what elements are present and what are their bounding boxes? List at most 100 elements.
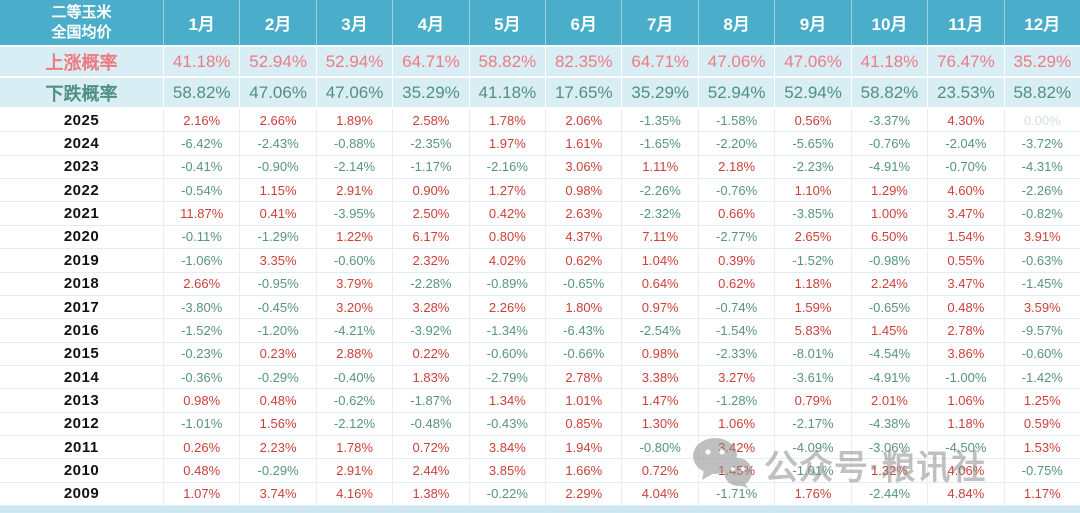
monthly-change-value: -3.61% (774, 365, 850, 389)
monthly-change-value: 2.29% (545, 482, 621, 506)
monthly-change-value: 4.37% (545, 225, 621, 249)
monthly-change-value: 0.41% (239, 202, 315, 225)
table-row-2012: 2012 -1.01% 1.56% -2.12% -0.48% -0.43% 0.85% 1.… (0, 412, 1080, 437)
monthly-change-value: 0.62% (545, 249, 621, 272)
monthly-change-value: -0.75% (1003, 459, 1080, 482)
fall-probability-row: 下跌概率 58.82% 47.06% 47.06% 35.29% 41.18% 17.65%… (0, 78, 1080, 109)
monthly-change-value: -2.20% (697, 132, 774, 155)
monthly-change-value: -2.44% (850, 482, 927, 506)
monthly-change-value: 1.47% (621, 389, 697, 412)
monthly-change-value: -0.54% (163, 179, 239, 202)
monthly-change-value: -1.58% (697, 109, 774, 132)
monthly-change-value: 0.79% (774, 389, 850, 412)
monthly-change-value: 2.65% (774, 225, 850, 249)
monthly-change-value: -3.80% (163, 295, 239, 319)
monthly-change-value: 0.26% (163, 436, 239, 459)
monthly-change-value: 1.32% (850, 459, 927, 482)
monthly-change-value: -2.16% (468, 155, 545, 179)
monthly-change-value: -1.45% (1003, 272, 1080, 295)
year-label: 2012 (63, 415, 100, 433)
month-header: 5月 (468, 0, 545, 45)
monthly-change-value: -8.01% (774, 342, 850, 365)
monthly-change-value: -2.28% (392, 272, 468, 295)
monthly-change-value: 1.59% (774, 295, 850, 319)
monthly-change-value: 2.91% (315, 179, 392, 202)
month-header: 9月 (774, 0, 850, 45)
year-label: 2010 (63, 462, 100, 480)
monthly-change-value: -2.35% (392, 132, 468, 155)
monthly-change-value: 0.85% (545, 412, 621, 436)
monthly-change-value: -0.63% (1003, 249, 1080, 272)
monthly-change-value: -0.62% (315, 389, 392, 412)
monthly-change-value: 2.63% (545, 202, 621, 225)
monthly-change-value: 3.85% (468, 459, 545, 482)
monthly-change-value: 0.98% (545, 179, 621, 202)
monthly-change-value: 0.72% (392, 436, 468, 459)
monthly-change-value: 3.20% (315, 295, 392, 319)
probability-value: 47.06% (315, 78, 392, 107)
monthly-change-value: 3.42% (697, 436, 774, 459)
year-label: 2022 (63, 181, 100, 199)
monthly-change-value: 1.61% (545, 132, 621, 155)
monthly-change-value: -2.79% (468, 365, 545, 389)
month-header: 1月 (163, 0, 239, 45)
monthly-change-value: -3.92% (392, 319, 468, 342)
monthly-change-value: 2.66% (163, 272, 239, 295)
table-corner-label: 二等玉米 全国均价 (0, 0, 163, 45)
monthly-change-value: 1.56% (239, 412, 315, 436)
monthly-change-value: 2.58% (392, 109, 468, 132)
monthly-change-value: 1.06% (697, 412, 774, 436)
monthly-change-value: 2.88% (315, 342, 392, 365)
monthly-change-value: 1.17% (1003, 482, 1080, 506)
monthly-change-value: -3.37% (850, 109, 927, 132)
monthly-change-value: 1.01% (545, 389, 621, 412)
month-header: 8月 (697, 0, 774, 45)
table-row-2022: 2022 -0.54% 1.15% 2.91% 0.90% 1.27% 0.98% -2.26… (0, 179, 1080, 203)
probability-value: 58.82% (163, 78, 239, 107)
monthly-change-value: 2.78% (545, 365, 621, 389)
probability-value: 41.18% (850, 47, 927, 76)
monthly-change-value: -2.23% (774, 155, 850, 179)
monthly-change-value: -2.33% (697, 342, 774, 365)
monthly-change-value: -2.04% (927, 132, 1003, 155)
monthly-change-value: 1.29% (850, 179, 927, 202)
monthly-change-value: 2.18% (697, 155, 774, 179)
monthly-change-value: 2.24% (850, 272, 927, 295)
month-header: 6月 (545, 0, 621, 45)
monthly-change-value: 1.83% (392, 365, 468, 389)
monthly-change-value: 2.32% (392, 249, 468, 272)
monthly-change-value: 2.78% (927, 319, 1003, 342)
monthly-change-value: 1.18% (774, 272, 850, 295)
monthly-change-value: -4.21% (315, 319, 392, 342)
probability-value: 64.71% (392, 47, 468, 76)
monthly-change-value: -1.65% (621, 132, 697, 155)
monthly-change-value: -1.28% (697, 389, 774, 412)
month-header: 11月 (927, 0, 1003, 45)
probability-value: 58.82% (468, 47, 545, 76)
monthly-change-value: -3.72% (1003, 132, 1080, 155)
monthly-change-value: 4.30% (927, 109, 1003, 132)
monthly-change-value: -0.65% (545, 272, 621, 295)
monthly-change-value: -2.43% (239, 132, 315, 155)
monthly-change-value: 0.97% (621, 295, 697, 319)
corner-label-line2: 全国均价 (51, 23, 112, 41)
monthly-change-value: 4.06% (927, 459, 1003, 482)
monthly-change-value: -6.42% (163, 132, 239, 155)
monthly-change-value: 1.80% (545, 295, 621, 319)
monthly-change-value: -4.91% (850, 365, 927, 389)
month-header: 3月 (315, 0, 392, 45)
monthly-change-value: -1.87% (392, 389, 468, 412)
table-row-2025: 2025 2.16% 2.66% 1.89% 2.58% 1.78% 2.06% -1.35%… (0, 109, 1080, 133)
monthly-change-value: 1.45% (850, 319, 927, 342)
monthly-change-value: 0.23% (239, 342, 315, 365)
monthly-change-value: -0.66% (545, 342, 621, 365)
probability-value: 41.18% (163, 47, 239, 76)
probability-row-label: 上涨概率 (45, 52, 118, 73)
monthly-change-value: -0.82% (1003, 202, 1080, 225)
monthly-change-value: 0.55% (927, 249, 1003, 272)
monthly-change-value: 3.74% (239, 482, 315, 506)
monthly-change-value: -1.17% (392, 155, 468, 179)
monthly-change-value: 6.50% (850, 225, 927, 249)
monthly-change-value: -1.54% (697, 319, 774, 342)
